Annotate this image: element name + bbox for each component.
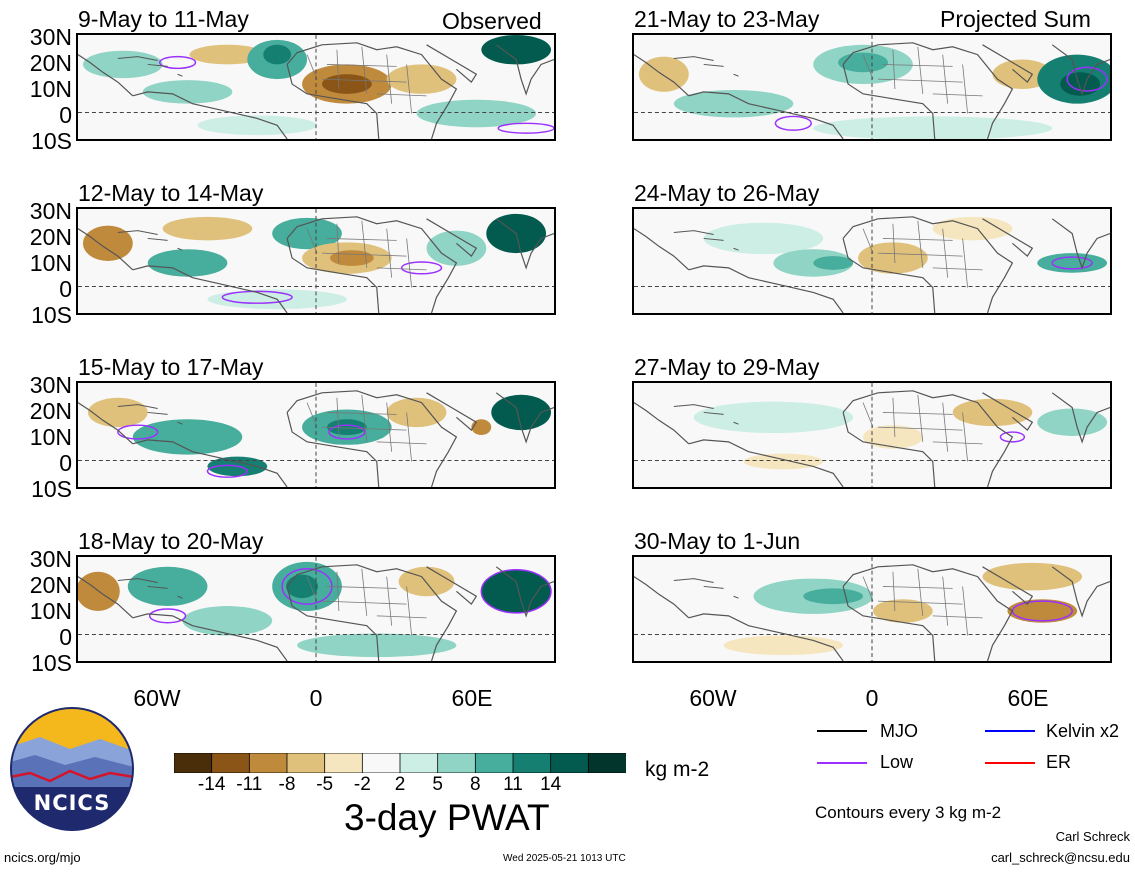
panel-title-obs-1: 9-May to 11-May [78,6,249,32]
colorbar-swatch [437,752,477,774]
colorbar-swatch [211,752,251,774]
lat-label: 10S [31,650,72,676]
lat-label: 0 [59,102,72,128]
colorbar-swatch [324,752,364,774]
lat-label: 10N [29,76,72,102]
lat-label: 10S [31,476,72,502]
colorbar-swatch [587,752,627,774]
logo-text: NCICS [33,791,111,815]
pwat-map-obs-2 [76,207,556,315]
colorbar-tick-label: 11 [503,774,523,795]
colorbar-swatch [474,752,514,774]
lon-label: 0 [309,685,323,711]
colorbar-tick-label: 2 [394,774,406,795]
colorbar-swatch [399,752,439,774]
footer-url[interactable]: ncics.org/mjo [4,850,81,865]
lat-label: 20N [29,50,72,76]
pwat-map-proj-4 [632,555,1112,663]
panel-title-obs-3: 15-May to 17-May [78,354,264,380]
panel-title-obs-2: 12-May to 14-May [78,180,264,206]
panel-title-proj-3: 27-May to 29-May [634,354,820,380]
legend-label-kelvin: Kelvin x2 [1046,721,1120,741]
colorbar-tick-label: -5 [316,774,334,795]
panel-title-proj-1: 21-May to 23-May [634,6,820,32]
colorbar-tick-label: 14 [540,774,562,795]
lat-label: 10S [31,128,72,154]
pwat-map-proj-3 [632,381,1112,489]
colorbar-tick-label: -2 [353,774,371,795]
pwat-map-proj-2 [632,207,1112,315]
footer-timestamp: Wed 2025-05-21 1013 UTC [503,853,626,864]
panel-tag-observed: Observed [442,8,542,34]
colorbar-tick-label: -11 [236,774,263,795]
colorbar-tick-label: 5 [432,774,443,795]
lat-label: 10N [29,598,72,624]
pwat-map-obs-1 [76,33,556,141]
panel-title-proj-4: 30-May to 1-Jun [634,528,801,554]
legend-line-mjo [817,730,867,732]
lon-label: 60W [133,685,181,711]
colorbar-swatches [173,752,627,774]
panel-title-proj-2: 24-May to 26-May [634,180,820,206]
lat-label: 30N [29,372,72,398]
lat-label: 10N [29,250,72,276]
lon-label: 60E [1007,685,1049,711]
colorbar-units: kg m-2 [645,758,710,781]
lat-label: 0 [59,624,72,650]
legend-label-low: Low [880,752,914,772]
pwat-map-obs-4 [76,555,556,663]
lat-label: 0 [59,450,72,476]
panel-title-obs-4: 18-May to 20-May [78,528,264,554]
contour-note: Contours every 3 kg m-2 [815,803,1002,822]
plot-title: 3-day PWAT [344,797,550,838]
footer-author: Carl Schreck [1055,829,1130,844]
colorbar [173,752,627,774]
colorbar-swatch [286,752,326,774]
footer-email[interactable]: carl_schreck@ncsu.edu [991,850,1130,865]
legend-line-low [817,762,867,764]
lat-label: 10N [29,424,72,450]
lat-label: 30N [29,546,72,572]
colorbar-swatch [248,752,288,774]
lon-label: 60E [451,685,493,711]
colorbar-swatch [173,752,213,774]
lat-label: 20N [29,398,72,424]
colorbar-tick-label: -14 [197,774,226,795]
lat-label: 10S [31,302,72,328]
legend-label-mjo: MJO [880,721,918,741]
pwat-map-proj-1 [632,33,1112,141]
legend-label-er: ER [1046,752,1072,772]
lon-label: 60W [689,685,737,711]
ncics-logo: NCICS [10,707,134,831]
colorbar-swatch [512,752,552,774]
lat-label: 20N [29,224,72,250]
colorbar-swatch [361,752,401,774]
pwat-map-obs-3 [76,381,556,489]
lon-label: 0 [865,685,879,711]
legend-line-er [985,762,1035,764]
colorbar-tick-label: 8 [470,774,481,795]
colorbar-tick-label: -8 [278,774,296,795]
legend-line-kelvin [985,730,1035,732]
lat-label: 0 [59,276,72,302]
panel-tag-projected: Projected Sum [940,6,1091,32]
lat-label: 20N [29,572,72,598]
lat-label: 30N [29,24,72,50]
colorbar-swatch [550,752,590,774]
lat-label: 30N [29,198,72,224]
